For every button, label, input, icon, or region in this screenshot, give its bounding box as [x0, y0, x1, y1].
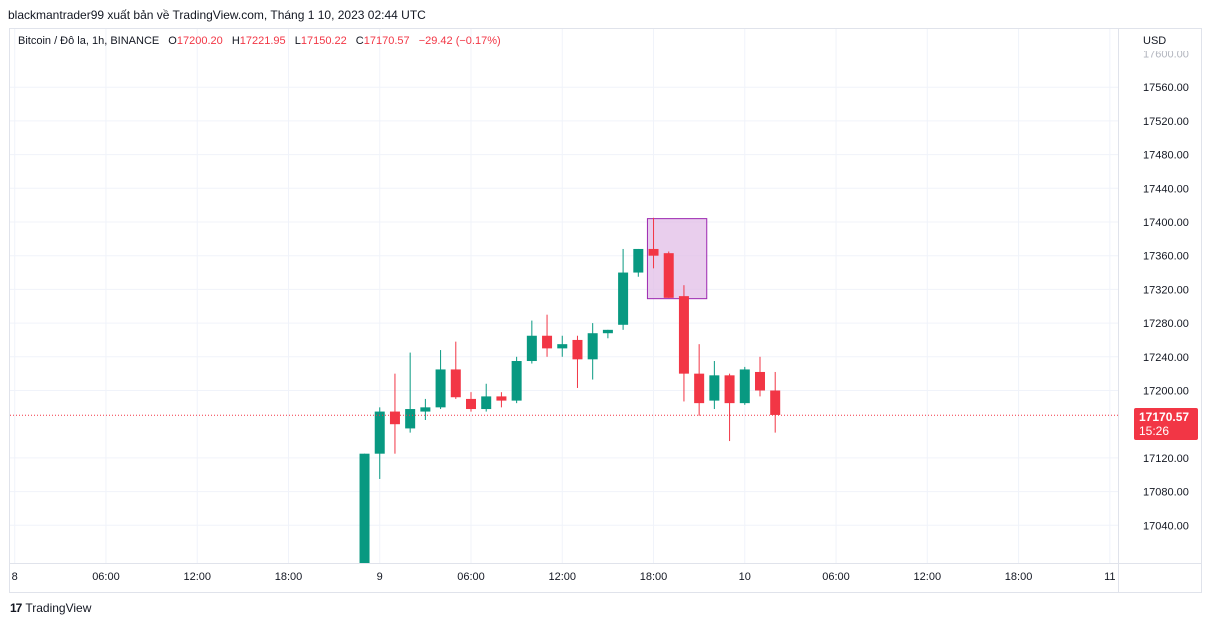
candle-body-down: [754, 371, 765, 391]
symbol-label[interactable]: Bitcoin / Đô la, 1h, BINANCE: [18, 35, 160, 47]
close-label: C: [355, 35, 364, 47]
price-axis-label: 17080.00: [1143, 487, 1189, 499]
footer-brand[interactable]: 17 TradingView: [10, 601, 91, 615]
time-axis-label: 12:00: [914, 571, 942, 583]
candle-body-down: [678, 296, 689, 374]
candle-body-up: [739, 369, 750, 404]
high-value: 17221.95: [239, 35, 286, 47]
price-axis-label: 17280.00: [1143, 318, 1189, 330]
ohlc-legend: Bitcoin / Đô la, 1h, BINANCE O17200.20 H…: [18, 35, 501, 47]
price-axis-label: 17520.00: [1143, 116, 1189, 128]
high-label: H: [231, 35, 240, 47]
candle-body-up: [420, 407, 431, 412]
candle-body-down: [466, 398, 476, 410]
brand-name: TradingView: [25, 601, 92, 615]
candle-body-down: [694, 373, 705, 404]
candle-body-down: [663, 253, 674, 298]
close-value: 17170.57: [363, 35, 410, 47]
candle-body-up: [709, 375, 720, 401]
time-axis-label: 18:00: [1005, 571, 1033, 583]
currency-label: USD: [1143, 35, 1166, 47]
candle-body-up: [587, 333, 598, 360]
low-value: 17150.22: [300, 35, 347, 47]
candle-body-down: [648, 248, 659, 256]
time-axis-label: 06:00: [92, 571, 120, 583]
candles-group: [359, 217, 781, 563]
candle-body-down: [724, 375, 735, 404]
candle-body-up: [633, 248, 644, 273]
bar-countdown: 15:26: [1139, 424, 1170, 438]
publisher-header: blackmantrader99 xuất bản về TradingView…: [8, 8, 426, 22]
price-axis-label: 17200.00: [1143, 386, 1189, 398]
candle-body-up: [359, 453, 370, 563]
low-label: L: [294, 35, 301, 47]
price-axis-label-faded: 17600.00: [1143, 49, 1189, 61]
time-axis-label: 06:00: [457, 571, 485, 583]
candle-body-down: [450, 369, 461, 398]
price-axis-label: 17560.00: [1143, 82, 1189, 94]
open-value: 17200.20: [176, 35, 223, 47]
tradingview-logo-icon: 17: [10, 601, 22, 615]
price-axis-label: 17040.00: [1143, 520, 1189, 532]
price-axis-label: 17320.00: [1143, 284, 1189, 296]
time-axis-label: 12:00: [548, 571, 576, 583]
price-axis-label: 17400.00: [1143, 217, 1189, 229]
price-axis-label: 17240.00: [1143, 352, 1189, 364]
time-axis-label: 9: [377, 571, 383, 583]
candle-body-down: [542, 335, 553, 349]
current-price-tag: 17170.57 15:26: [1134, 408, 1198, 440]
candle-body-down: [496, 396, 507, 401]
candle-body-up: [618, 272, 629, 325]
time-axis-label: 06:00: [822, 571, 850, 583]
candle-body-up: [374, 411, 385, 454]
time-axis-label: 12:00: [183, 571, 211, 583]
candle-body-up: [405, 409, 416, 429]
currency-label-bg: [1120, 29, 1200, 51]
time-axis-label: 11: [1104, 571, 1115, 583]
open-label: O: [168, 35, 177, 47]
price-axis-label: 17480.00: [1143, 150, 1189, 162]
candle-body-up: [557, 344, 568, 349]
time-axis-label: 18:00: [275, 571, 303, 583]
highlight-rectangle: [646, 218, 708, 300]
chart-frame[interactable]: [9, 28, 1202, 593]
candle-body-up: [602, 329, 613, 334]
candle-body-up: [511, 361, 522, 401]
price-axis-label: 17360.00: [1143, 251, 1189, 263]
price-axis-label: 17120.00: [1143, 453, 1189, 465]
current-price-value: 17170.57: [1139, 410, 1190, 424]
candle-body-up: [481, 396, 492, 410]
price-axis-label: 17440.00: [1143, 183, 1189, 195]
candle-body-up: [526, 335, 537, 362]
candle-body-down: [572, 339, 583, 360]
candle-body-up: [435, 369, 446, 408]
time-axis-label: 10: [739, 571, 751, 583]
candle-body-down: [389, 411, 400, 425]
candle-body-down: [770, 390, 781, 415]
time-axis-label: 8: [12, 571, 18, 583]
change-value: −29.42 (−0.17%): [418, 35, 501, 47]
time-axis-label: 18:00: [640, 571, 668, 583]
